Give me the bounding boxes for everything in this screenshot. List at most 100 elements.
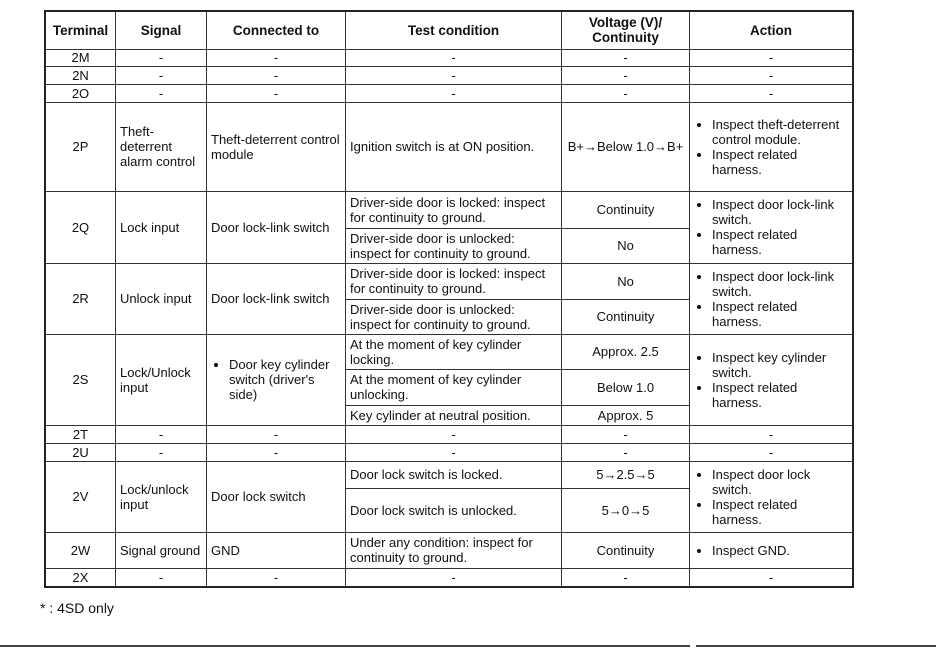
connected-cell: GND	[206, 531, 346, 569]
header-terminal: Terminal	[44, 10, 116, 50]
test-condition-cell: At the moment of key cylinder unlocking.	[345, 368, 562, 406]
voltage-cell: Continuity	[561, 190, 690, 229]
terminal-cell: 2X	[44, 567, 116, 588]
action-cell: -	[689, 424, 854, 444]
voltage-cell: -	[561, 424, 690, 444]
connected-cell: Door lock-link switch	[206, 190, 346, 264]
connected-cell: -	[206, 567, 346, 588]
action-list: Inspect GND.	[694, 543, 848, 558]
action-list-item: Inspect door lock-link switch.	[712, 197, 848, 227]
connected-cell: Door lock-link switch	[206, 262, 346, 335]
action-list-item: Inspect related harness.	[712, 147, 848, 177]
terminal-cell: 2N	[44, 65, 116, 85]
terminal-cell: 2Q	[44, 190, 116, 264]
test-condition-cell: Door lock switch is locked.	[345, 460, 562, 489]
connected-cell: -	[206, 424, 346, 444]
table-row: 2R Unlock input Door lock-link switch Drive…	[44, 262, 854, 335]
voltage-cell: -	[561, 48, 690, 67]
test-condition-cell: Ignition switch is at ON position.	[345, 101, 562, 192]
connected-cell: Door key cylinder switch (driver's side)	[206, 333, 346, 426]
header-row: Terminal Signal Connected to Test condit…	[44, 10, 854, 50]
voltage-cell: No	[561, 262, 690, 300]
voltage-cell: Continuity	[561, 298, 690, 335]
table-row: 2O - - - - -	[44, 83, 854, 103]
table-row: Door lock switch is unlocked. 5→0→5	[45, 487, 853, 533]
terminal-cell: 2P	[44, 101, 116, 192]
signal-cell: Lock/unlock input	[115, 460, 207, 533]
voltage-cell: Approx. 5	[561, 404, 690, 426]
voltage-cell: -	[561, 567, 690, 588]
test-condition-cell: -	[345, 83, 562, 103]
action-list-item: Inspect related harness.	[712, 299, 848, 329]
terminal-cell: 2T	[44, 424, 116, 444]
signal-cell: -	[115, 442, 207, 462]
terminal-cell: 2O	[44, 83, 116, 103]
footnote: * : 4SD only	[40, 600, 114, 616]
voltage-cell: Approx. 2.5	[561, 333, 690, 370]
connected-cell: Theft-deterrent control module	[206, 101, 346, 192]
action-list: Inspect door lock-link switch.Inspect re…	[694, 269, 848, 329]
action-list: Inspect door lock switch.Inspect related…	[694, 467, 848, 527]
header-signal: Signal	[115, 10, 207, 50]
table-row: 2X - - - - -	[44, 567, 854, 588]
voltage-cell: -	[561, 83, 690, 103]
action-list-item: Inspect theft-deterrent control module.	[712, 117, 848, 147]
header-voltage: Voltage (V)/ Continuity	[561, 10, 690, 50]
action-cell: -	[689, 567, 854, 588]
terminal-cell: 2S	[44, 333, 116, 426]
table-row: Key cylinder at neutral position. Approx.…	[45, 404, 853, 426]
signal-cell: Unlock input	[115, 262, 207, 335]
connected-cell: -	[206, 65, 346, 85]
connected-list: Door key cylinder switch (driver's side)	[211, 357, 341, 402]
signal-cell: Signal ground	[115, 531, 207, 569]
table-row: 2N - - - - -	[44, 65, 854, 85]
test-condition-cell: At the moment of key cylinder locking.	[345, 333, 562, 370]
test-condition-cell: Driver-side door is unlocked: inspect fo…	[345, 298, 562, 335]
action-cell: -	[689, 83, 854, 103]
voltage-cell: 5→0→5	[561, 487, 690, 533]
action-cell: -	[689, 442, 854, 462]
table-row: 2V Lock/unlock input Door lock switch Door …	[44, 460, 854, 533]
action-cell: Inspect key cylinder switch.Inspect rela…	[689, 333, 854, 426]
divider	[0, 645, 690, 647]
test-condition-cell: -	[345, 424, 562, 444]
test-condition-cell: -	[345, 442, 562, 462]
connected-cell: -	[206, 48, 346, 67]
action-cell: Inspect door lock-link switch.Inspect re…	[689, 190, 854, 264]
voltage-cell: Continuity	[561, 531, 690, 569]
action-cell: -	[689, 48, 854, 67]
action-list-item: Inspect related harness.	[712, 227, 848, 257]
table-row: At the moment of key cylinder unlocking.…	[45, 368, 853, 406]
terminal-cell: 2R	[44, 262, 116, 335]
signal-cell: Theft-deterrent alarm control	[115, 101, 207, 192]
connected-list-item: Door key cylinder switch (driver's side)	[229, 357, 341, 402]
test-condition-cell: Driver-side door is locked: inspect for …	[345, 190, 562, 229]
action-cell: -	[689, 65, 854, 85]
action-list-item: Inspect door lock switch.	[712, 467, 848, 497]
table-row: 2U - - - - -	[44, 442, 854, 462]
signal-cell: -	[115, 83, 207, 103]
connected-cell: -	[206, 442, 346, 462]
action-cell: Inspect theft-deterrent control module.I…	[689, 101, 854, 192]
voltage-cell: 5→2.5→5	[561, 460, 690, 489]
action-cell: Inspect GND.	[689, 531, 854, 569]
test-condition-cell: Driver-side door is unlocked: inspect fo…	[345, 227, 562, 264]
voltage-cell: No	[561, 227, 690, 264]
voltage-cell: -	[561, 65, 690, 85]
terminal-cell: 2U	[44, 442, 116, 462]
test-condition-cell: -	[345, 48, 562, 67]
signal-cell: -	[115, 567, 207, 588]
signal-cell: -	[115, 65, 207, 85]
voltage-cell: -	[561, 442, 690, 462]
test-condition-cell: -	[345, 567, 562, 588]
action-list-item: Inspect related harness.	[712, 380, 848, 410]
action-cell: Inspect door lock-link switch.Inspect re…	[689, 262, 854, 335]
table-row: 2T - - - - -	[44, 424, 854, 444]
voltage-cell: B+→Below 1.0→B+	[561, 101, 690, 192]
connected-cell: -	[206, 83, 346, 103]
voltage-cell: Below 1.0	[561, 368, 690, 406]
action-list: Inspect key cylinder switch.Inspect rela…	[694, 350, 848, 410]
action-cell: Inspect door lock switch.Inspect related…	[689, 460, 854, 533]
table-row: 2W Signal ground GND Under any condition: i…	[44, 531, 854, 569]
